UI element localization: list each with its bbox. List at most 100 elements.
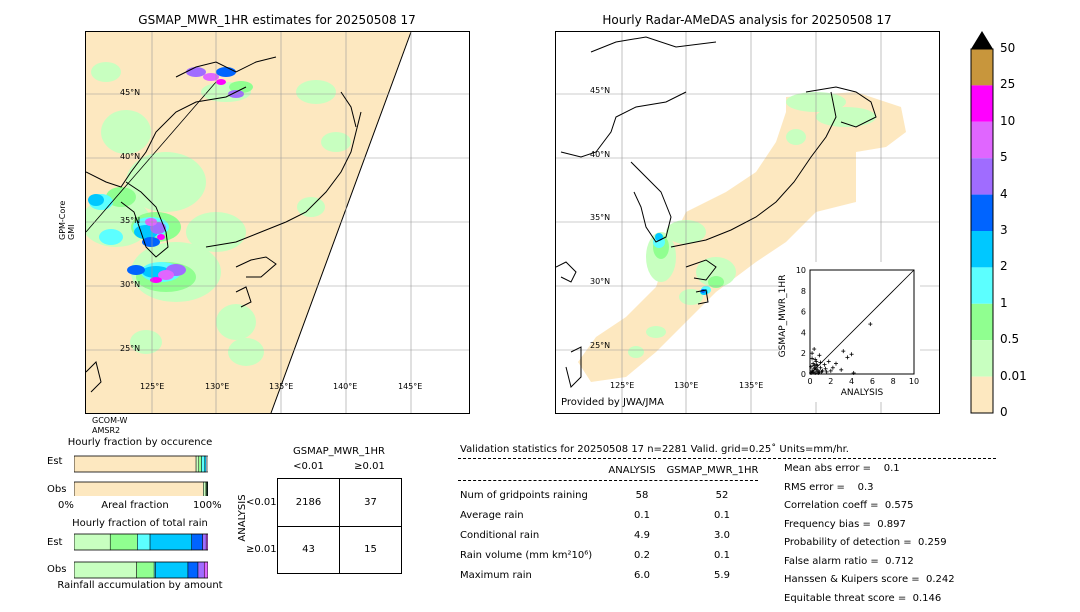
total-rain-title: Hourly fraction of total rain [72,518,208,529]
validation-divider-mid [458,480,758,481]
scatter-ylabel: GSMAP_MWR_1HR [778,274,788,358]
validation-row-label: Average rain [460,510,524,521]
validation-row-label: Conditional rain [460,530,540,541]
colorbar-segment-5 [971,231,993,268]
colorbar-border [970,48,994,414]
scatter-xtick-1: 2 [828,377,833,386]
bottom-sensor-label: GCOM-W AMSR2 [92,416,127,436]
colorbar-segment-0 [971,49,993,86]
total-rain-xlabel: Rainfall accumulation by amount [57,580,223,591]
scatter-inset: 0 0 2 2 4 4 6 6 8 8 10 10 ANALYSIS GSMAP_MWR_1HR [778,262,920,402]
scatter-point [809,370,814,375]
validation-score: False alarm ratio = 0.712 [784,555,914,567]
colorbar-label-3: 5 [1000,150,1008,165]
occurrence-x-tick-0: 0% [58,500,74,511]
left-sensor-label: GPM-Core GMI [58,201,76,240]
scatter-point [826,359,831,364]
colorbar-strip [970,31,994,414]
left-lat-label-30: 30°N [120,280,141,289]
tot-svg-bar-est-5 [202,533,207,551]
scatter-point [812,363,817,368]
right-lon-label-135: 135°E [739,381,764,390]
occ-svg-bar-est-0 [74,455,197,473]
colorbar-segment-2 [971,121,993,159]
validation-score: Mean abs error = 0.1 [784,463,900,474]
validation-col-gsmap: GSMAP_MWR_1HR [666,465,759,476]
occ-svg-bar-obs-1 [203,481,207,496]
validation-row-label: Rain volume (mm km²10⁶) [460,550,593,561]
scatter-ytick-3: 6 [801,308,806,317]
scatter-xtick-4: 8 [891,377,896,386]
occurrence-xlabel: Areal fraction [101,500,169,511]
colorbar-extend-triangle [971,31,993,49]
left-lon-label-145: 145°E [398,382,423,391]
occurrence-obs-label: Obs [47,484,67,495]
occ-svg-bar-est-3 [201,455,206,473]
left-map [85,31,470,414]
scatter-point [841,349,846,354]
left-lon-label-135: 135°E [269,382,294,391]
tot-svg-frame-obs [74,561,208,579]
occ-svg-bar-est-4 [204,455,207,473]
scatter-xtick-0: 0 [807,377,812,386]
scatter-plot: 00 2 2 4 4 6 6 8 8 10 10 [796,266,919,386]
scatter-point [809,364,814,369]
contingency-row-header-ge: ≥0.01 [246,544,277,555]
validation-row-analysis: 6.0 [634,570,650,581]
validation-row-gsmap: 52 [715,490,729,501]
scatter-point [868,322,873,327]
right-lon-label-125: 125°E [610,381,635,390]
contingency-cell-false-alarm: 37 [364,497,377,508]
validation-row-gsmap: 0.1 [714,510,730,521]
scatter-point [839,367,844,372]
scatter-point [828,368,833,373]
scatter-point [810,356,815,361]
right-lat-label-40: 40°N [590,150,611,159]
colorbar-label-8: 0.5 [1000,332,1020,347]
sensor-bottom-line2: AMSR2 [92,426,121,435]
scatter-ytick-4: 8 [801,287,806,296]
contingency-cell-miss: 43 [302,544,315,555]
colorbar-label-6: 2 [1000,259,1008,274]
contingency-cell-hit-none: 2186 [295,497,322,508]
tot-svg-bar-obs-1 [136,561,155,579]
colorbar-segment-1 [971,85,993,122]
tot-svg-bar-obs-3 [155,561,189,579]
contingency-col-header-ge: ≥0.01 [354,461,385,472]
left-map-canvas [86,32,469,413]
colorbar-segment-6 [971,267,993,304]
right-map-title: Hourly Radar-AMeDAS analysis for 2025050… [602,13,892,27]
scatter-point [849,352,854,357]
tot-svg-bar-obs-4 [187,561,199,579]
occ-svg-frame-obs [74,481,208,496]
validation-header: Validation statistics for 20250508 17 n=… [460,444,849,455]
occ-svg-bar-est-1 [195,455,200,473]
colorbar-label-9: 0.01 [1000,368,1027,383]
scatter-point [830,365,835,370]
colorbar-segment-7 [971,303,993,341]
validation-score: Probability of detection = 0.259 [784,537,947,548]
colorbar-label-4: 4 [1000,186,1008,201]
tot-svg-frame-est [74,533,208,551]
validation-row-label: Num of gridpoints raining [460,490,588,501]
colorbar-label-10: 0 [1000,405,1008,419]
tot-svg-bar-obs-6 [203,561,208,579]
sensor-left-line1: GPM-Core [58,200,67,240]
colorbar-label-0: 50 [1000,41,1016,55]
scatter-xtick-5: 10 [909,377,919,386]
colorbar-segment-4 [971,194,993,231]
validation-col-analysis: ANALYSIS [608,465,656,476]
tot-svg-bar-est-2 [137,533,151,551]
total-rain-est-label: Est [47,537,63,548]
occ-svg-bar-obs-0 [74,481,204,496]
scatter-point [824,369,829,374]
right-lat-label-30: 30°N [590,277,611,286]
scatter-xtick-3: 6 [870,377,875,386]
scatter-point [822,362,827,367]
left-lat-label-35: 35°N [120,216,141,225]
colorbar-segment-8 [971,340,993,377]
tot-svg-bar-est-0 [74,533,111,551]
scatter-diagonal [809,269,915,375]
occurrence-bars [74,455,208,496]
scatter-point [812,347,817,352]
